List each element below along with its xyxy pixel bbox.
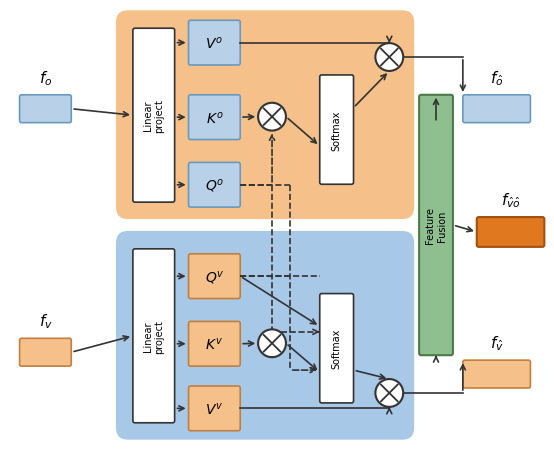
FancyBboxPatch shape: [19, 339, 71, 366]
Circle shape: [258, 330, 286, 357]
FancyBboxPatch shape: [188, 21, 240, 66]
Text: Softmax: Softmax: [332, 328, 342, 368]
Text: Feature
Fusion: Feature Fusion: [425, 207, 447, 244]
FancyBboxPatch shape: [133, 249, 175, 423]
FancyBboxPatch shape: [188, 96, 240, 140]
FancyBboxPatch shape: [188, 322, 240, 366]
Text: $f_{\hat{v}}$: $f_{\hat{v}}$: [490, 334, 504, 352]
Text: Linear
project: Linear project: [143, 99, 165, 133]
Text: $Q^o$: $Q^o$: [204, 177, 224, 194]
Text: $K^v$: $K^v$: [206, 336, 223, 352]
Text: $Q^v$: $Q^v$: [204, 268, 224, 285]
FancyBboxPatch shape: [477, 217, 545, 247]
FancyBboxPatch shape: [419, 96, 453, 355]
FancyBboxPatch shape: [19, 96, 71, 124]
Circle shape: [376, 44, 403, 72]
FancyBboxPatch shape: [133, 29, 175, 202]
Text: Softmax: Softmax: [332, 110, 342, 151]
Circle shape: [376, 379, 403, 407]
FancyBboxPatch shape: [320, 76, 353, 185]
FancyBboxPatch shape: [116, 11, 414, 220]
Text: $f_o$: $f_o$: [39, 69, 52, 87]
FancyBboxPatch shape: [188, 386, 240, 431]
FancyBboxPatch shape: [320, 294, 353, 403]
Text: $f_v$: $f_v$: [39, 312, 52, 331]
FancyBboxPatch shape: [188, 254, 240, 299]
FancyBboxPatch shape: [188, 163, 240, 207]
Text: Linear
project: Linear project: [143, 319, 165, 353]
Text: $V^o$: $V^o$: [206, 36, 223, 51]
FancyBboxPatch shape: [463, 360, 530, 388]
FancyBboxPatch shape: [116, 231, 414, 440]
Text: $f_{\hat{o}}$: $f_{\hat{o}}$: [490, 69, 504, 87]
FancyBboxPatch shape: [463, 96, 530, 124]
Text: $f_{\hat{v}\hat{o}}$: $f_{\hat{v}\hat{o}}$: [501, 191, 520, 210]
Circle shape: [258, 104, 286, 131]
Text: $V^v$: $V^v$: [205, 400, 224, 416]
Text: $K^o$: $K^o$: [206, 110, 223, 126]
